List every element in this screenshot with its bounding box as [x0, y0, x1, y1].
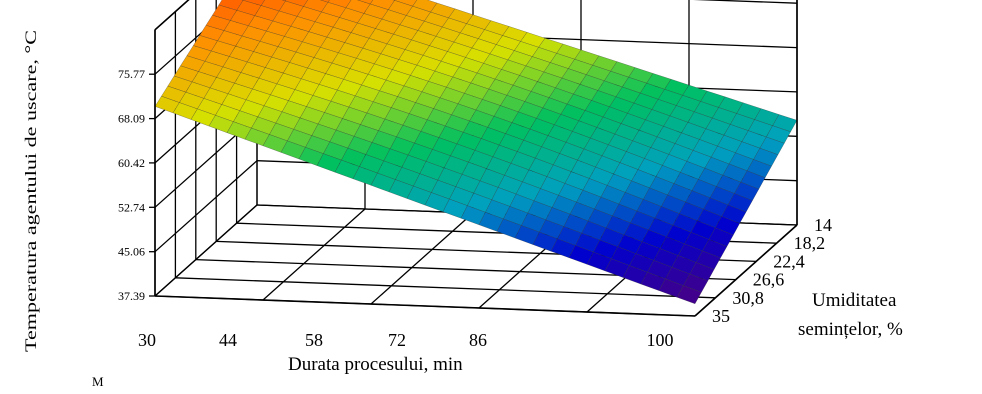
y-axis-title-line1: Umiditatea [812, 290, 897, 311]
floor-grid-line [262, 208, 366, 301]
x-tick-label: 58 [305, 330, 323, 350]
z-tick-label: 52.74 [118, 200, 145, 214]
y-tick-label: 18,2 [794, 233, 826, 253]
z-tick-label: 75.77 [118, 67, 145, 81]
x-tick-label: 100 [647, 330, 674, 350]
y-axis-title-line2: semințelor, % [798, 319, 903, 340]
floor-grid-line [175, 277, 716, 299]
tick-labels: 37.39 45.06 52.74 60.42 68.09 75.77 30 44 58 72 86… [118, 67, 832, 350]
y-tick-label: 22,4 [773, 251, 805, 271]
top-left-edge [154, 0, 190, 31]
z-tick-label: 60.42 [118, 156, 145, 170]
x-axis-title: Durata procesului, min [288, 354, 463, 375]
surface-mesh [154, 0, 798, 305]
x-tick-label: 86 [469, 330, 487, 350]
left-wall-grid-line [154, 204, 258, 297]
x-tick-label: 30 [138, 330, 156, 350]
footer-mark: M [92, 374, 104, 389]
floor-grid-line [370, 212, 474, 305]
y-tick-label: 35 [712, 306, 730, 326]
x-tick-label: 72 [388, 330, 406, 350]
z-tick-label: 68.09 [118, 112, 145, 126]
right-bottom-edge [694, 224, 798, 317]
z-axis-title: Temperatura agentului de uscare, °C [23, 30, 40, 352]
front-bottom-edge [154, 295, 696, 317]
left-wall-grid-line [154, 160, 258, 253]
y-tick-label: 26,6 [753, 270, 785, 290]
x-tick-label: 44 [219, 330, 237, 350]
y-tick-label: 14 [814, 215, 832, 235]
z-tick-label: 37.39 [118, 289, 145, 303]
surface-cell [676, 285, 702, 305]
y-tick-label: 30,8 [732, 288, 764, 308]
z-tick-label: 45.06 [118, 245, 145, 259]
